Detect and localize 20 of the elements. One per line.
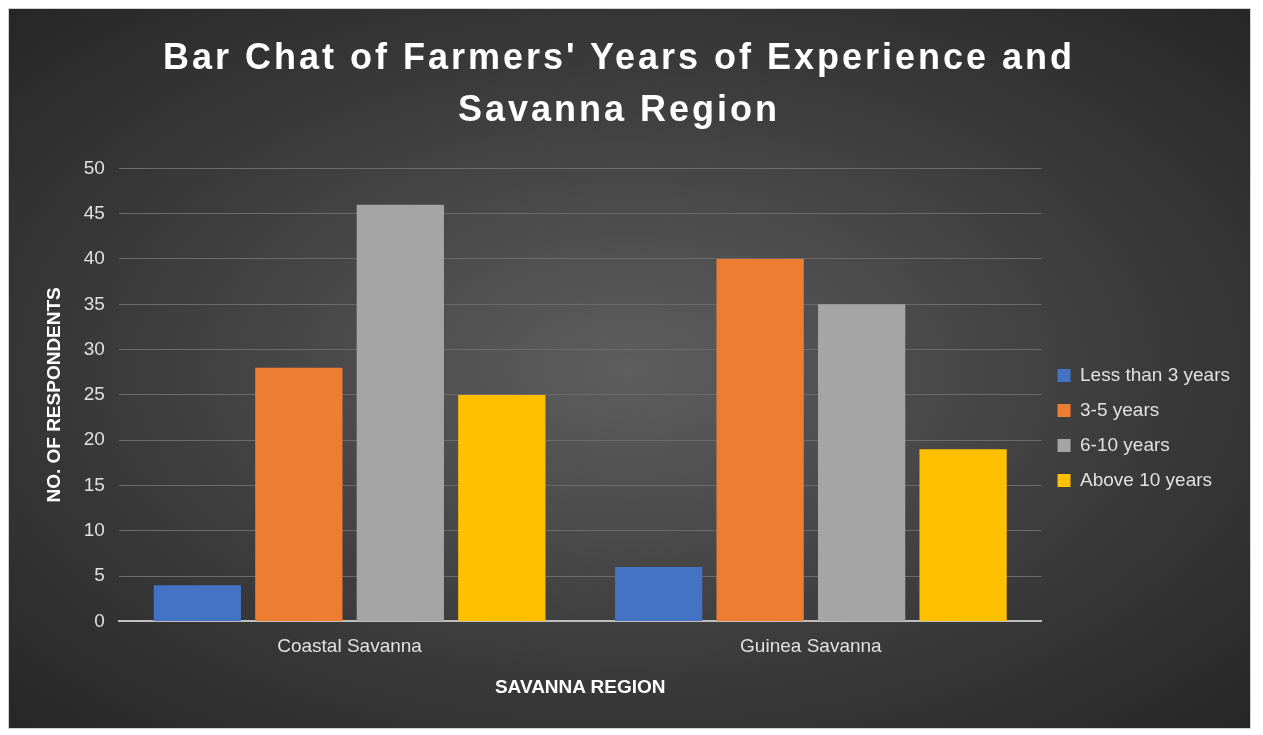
legend-label: 6-10 years bbox=[1080, 433, 1170, 455]
y-tick-label: 15 bbox=[83, 473, 105, 495]
y-tick-label: 30 bbox=[83, 337, 105, 359]
legend-label: 3-5 years bbox=[1080, 398, 1160, 420]
x-tick-label: Coastal Savanna bbox=[277, 635, 423, 657]
y-tick-label: 40 bbox=[83, 247, 105, 269]
y-tick-label: 45 bbox=[83, 201, 105, 223]
y-tick-label: 35 bbox=[83, 292, 105, 314]
y-tick-label: 50 bbox=[83, 156, 105, 178]
y-axis-title: NO. OF RESPONDENTS bbox=[42, 287, 64, 503]
x-axis-title: SAVANNA REGION bbox=[494, 675, 666, 697]
y-tick-label: 5 bbox=[94, 564, 105, 586]
x-tick-label: Guinea Savanna bbox=[740, 635, 883, 657]
chart-title: Bar Chat of Farmers' Years of Experience and Savanna Region bbox=[161, 35, 1077, 131]
y-tick-label: 25 bbox=[83, 383, 105, 405]
y-tick-label: 20 bbox=[83, 428, 105, 450]
legend-label: Less than 3 years bbox=[1080, 363, 1231, 385]
y-tick-label: 10 bbox=[83, 519, 105, 541]
y-tick-label: 0 bbox=[94, 609, 105, 631]
legend-label: Above 10 years bbox=[1080, 468, 1213, 490]
